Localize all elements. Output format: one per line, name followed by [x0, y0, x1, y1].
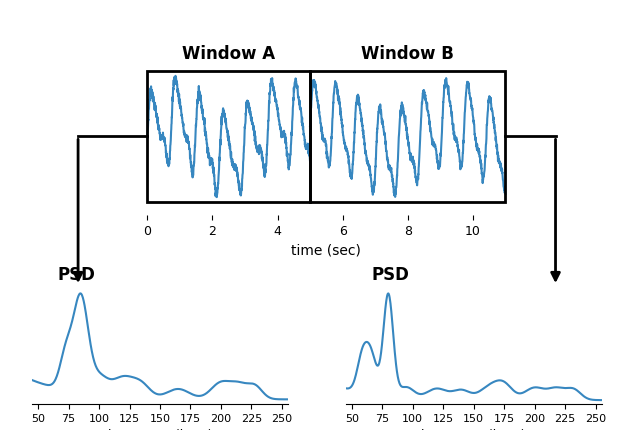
X-axis label: time (sec): time (sec) [291, 243, 362, 257]
Bar [147, 71, 310, 202]
Text: PSD: PSD [371, 266, 409, 284]
Text: Window A: Window A [182, 45, 275, 63]
Text: PSD: PSD [58, 266, 95, 284]
Bar [310, 71, 506, 202]
Text: Window B: Window B [362, 45, 454, 63]
